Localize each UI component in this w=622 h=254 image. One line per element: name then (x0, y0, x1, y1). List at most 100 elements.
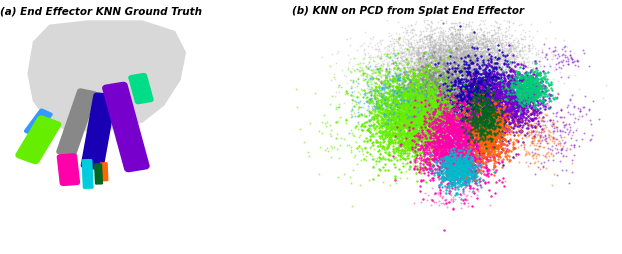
Point (447, 74, 457, 78)
Point (429, 72, 439, 76)
Point (493, 88, 503, 92)
Point (419, 118, 429, 122)
Point (475, 147, 485, 151)
Point (369, 128, 379, 132)
Point (516, 116, 526, 120)
Point (483, 125, 493, 129)
Point (504, 62, 514, 67)
Point (435, 160, 445, 164)
Point (457, 54, 466, 58)
Point (383, 55, 393, 59)
Point (392, 104, 402, 108)
Point (509, 105, 519, 109)
Point (470, 52, 480, 56)
Point (397, 94, 407, 98)
Point (491, 134, 501, 138)
Point (456, 65, 466, 69)
Point (510, 124, 520, 129)
Point (518, 105, 527, 109)
Point (360, 41, 369, 45)
Point (421, 143, 431, 147)
Point (353, 94, 363, 98)
Point (522, 86, 532, 90)
Point (399, 91, 409, 95)
Point (478, 130, 488, 134)
Point (487, 102, 497, 106)
Point (424, 68, 434, 72)
Point (494, 71, 504, 75)
Point (437, 149, 447, 153)
Point (510, 75, 520, 79)
Point (470, 71, 480, 75)
Point (485, 86, 494, 90)
Point (372, 105, 382, 109)
Point (467, 107, 477, 112)
Point (506, 99, 516, 103)
Point (497, 72, 507, 76)
Point (449, 172, 459, 176)
Point (499, 92, 509, 96)
Point (424, 82, 434, 86)
Point (470, 102, 480, 106)
Point (466, 170, 476, 174)
Point (465, 105, 475, 109)
Point (482, 63, 492, 67)
Point (427, 81, 437, 85)
Point (473, 69, 483, 73)
Point (473, 42, 483, 46)
Point (467, 114, 477, 118)
Point (491, 140, 501, 144)
Point (455, 51, 465, 55)
Point (396, 117, 406, 121)
Point (462, 60, 471, 64)
Point (465, 83, 475, 87)
Point (414, 52, 424, 56)
Point (450, 82, 460, 86)
Point (411, 59, 421, 63)
Point (495, 68, 505, 72)
Point (485, 90, 495, 94)
Point (424, 93, 434, 97)
Point (401, 79, 411, 83)
Point (415, 200, 425, 204)
Point (465, 81, 475, 85)
Point (480, 51, 490, 55)
Point (459, 103, 469, 107)
Point (397, 113, 407, 117)
Point (455, 164, 465, 168)
Point (423, 95, 433, 99)
Point (412, 78, 422, 82)
Point (443, 42, 453, 46)
Point (466, 138, 476, 142)
Point (428, 164, 438, 168)
Point (488, 109, 498, 114)
Point (402, 119, 412, 123)
Point (406, 40, 416, 44)
Point (437, 70, 447, 74)
Point (400, 162, 410, 166)
Point (460, 72, 470, 76)
Point (394, 108, 404, 112)
Point (471, 105, 481, 109)
Point (427, 61, 437, 65)
Point (454, 66, 464, 70)
Point (347, 203, 357, 208)
Point (423, 94, 433, 98)
Point (430, 108, 440, 113)
Point (425, 68, 435, 72)
Point (522, 87, 532, 91)
Point (444, 52, 454, 56)
Point (537, 127, 547, 131)
Point (483, 119, 493, 123)
Point (377, 100, 387, 104)
Point (468, 119, 478, 123)
Point (465, 162, 475, 166)
Point (488, 123, 498, 128)
Point (480, 53, 490, 57)
Point (434, 46, 443, 50)
Point (460, 143, 470, 147)
Point (499, 113, 509, 117)
Point (455, 37, 465, 41)
Point (402, 104, 412, 108)
Point (468, 83, 478, 87)
